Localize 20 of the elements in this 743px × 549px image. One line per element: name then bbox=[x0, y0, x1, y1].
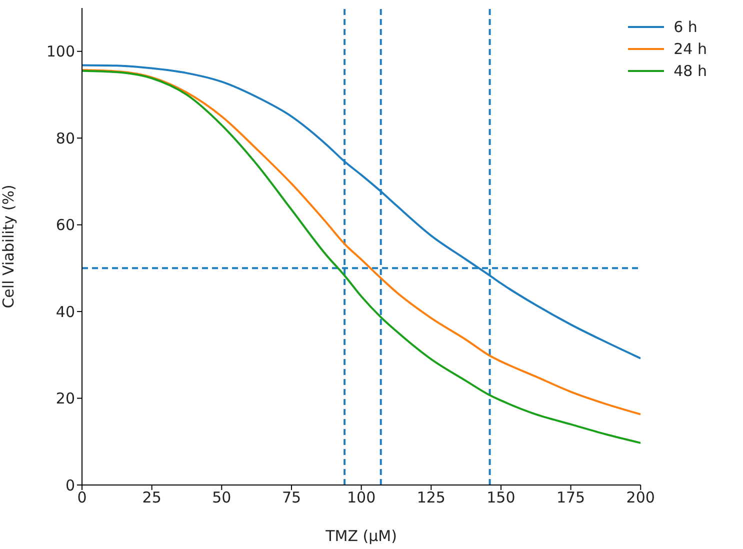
y-tick-label: 80 bbox=[56, 129, 75, 148]
x-tick-label: 0 bbox=[77, 488, 87, 507]
x-tick-label: 150 bbox=[486, 488, 516, 507]
y-tick-label: 100 bbox=[46, 42, 75, 61]
x-tick-label: 200 bbox=[626, 488, 655, 507]
legend-label: 48 h bbox=[674, 62, 707, 80]
x-tick-label: 25 bbox=[142, 488, 162, 507]
legend-label: 6 h bbox=[674, 18, 698, 36]
y-tick-label: 40 bbox=[56, 302, 75, 321]
y-tick-label: 60 bbox=[56, 216, 75, 234]
x-tick-label: 125 bbox=[416, 488, 446, 507]
x-tick-label: 50 bbox=[212, 488, 232, 507]
legend-label: 24 h bbox=[674, 40, 707, 58]
x-axis-title: TMZ (µM) bbox=[324, 527, 397, 545]
y-tick-label: 20 bbox=[56, 390, 75, 408]
x-tick-label: 100 bbox=[346, 488, 376, 507]
y-tick-label: 0 bbox=[65, 476, 75, 494]
x-tick-label: 175 bbox=[556, 488, 586, 507]
y-axis-title: Cell Viability (%) bbox=[0, 184, 18, 308]
x-tick-label: 75 bbox=[282, 488, 302, 507]
